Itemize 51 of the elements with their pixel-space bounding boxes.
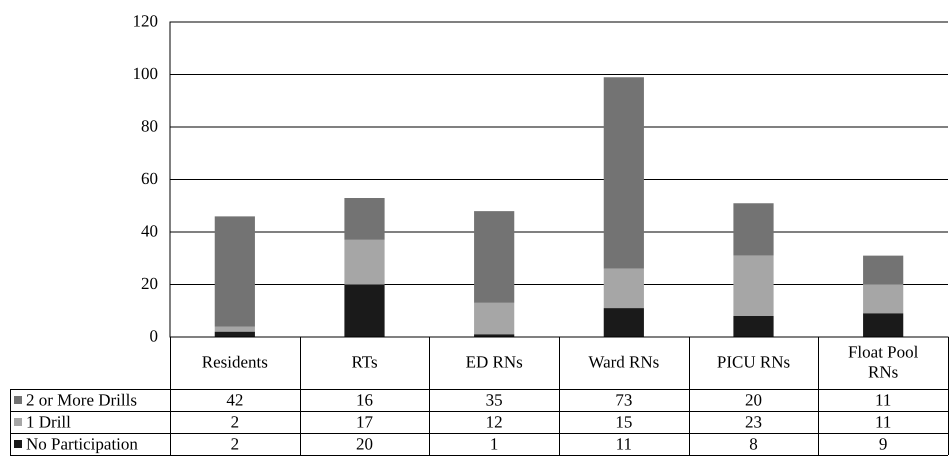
x-tick-label: Residents	[202, 352, 268, 372]
bar	[733, 316, 774, 336]
x-tick-label: PICU RNs	[716, 352, 790, 372]
y-tick-label: 120	[132, 12, 158, 31]
y-tick-label: 40	[141, 222, 158, 241]
bar	[863, 284, 904, 314]
data-label: 20	[745, 390, 762, 410]
x-tick-label: Ward RNs	[588, 352, 660, 372]
data-label: 17	[356, 412, 374, 432]
x-tick-label: RTs	[351, 352, 378, 372]
data-label: 2	[230, 412, 240, 432]
data-label: 2	[230, 434, 240, 454]
bar	[344, 284, 385, 336]
bar	[604, 268, 644, 308]
legend-label: 2 or More Drills	[26, 390, 137, 410]
y-tick-label: 0	[150, 326, 158, 346]
data-label: 23	[745, 412, 762, 432]
bar	[474, 211, 514, 303]
y-tick-label: 20	[141, 274, 158, 293]
bar	[214, 332, 255, 336]
y-tick-label: 100	[132, 64, 158, 84]
bar	[863, 313, 904, 336]
data-label: 9	[878, 434, 888, 454]
data-label: 12	[486, 412, 503, 432]
legend-label: No Participation	[26, 434, 138, 454]
y-tick-label: 80	[141, 116, 158, 136]
bar	[733, 256, 774, 316]
data-label: 73	[615, 390, 632, 410]
data-label: 42	[226, 390, 244, 410]
bar	[344, 198, 385, 240]
data-label: 15	[615, 412, 632, 432]
bar	[863, 256, 904, 285]
data-label: 11	[874, 390, 892, 410]
x-tick-label: Float Pool RNs	[848, 342, 919, 382]
bar	[214, 326, 255, 332]
data-label: 11	[874, 412, 892, 432]
data-label: 1	[490, 434, 498, 454]
bar	[214, 216, 255, 327]
data-label: 11	[616, 434, 632, 454]
bar	[344, 240, 385, 285]
data-label: 8	[749, 434, 758, 454]
data-label: 35	[486, 390, 503, 410]
data-label: 16	[356, 390, 373, 410]
x-tick-label: ED RNs	[466, 352, 523, 372]
bar	[474, 302, 514, 334]
y-tick-label: 60	[141, 169, 158, 188]
bar	[733, 203, 774, 256]
data-label: 20	[356, 434, 373, 454]
legend-label: 1 Drill	[26, 412, 72, 432]
bar	[604, 77, 644, 269]
bar	[604, 308, 644, 336]
